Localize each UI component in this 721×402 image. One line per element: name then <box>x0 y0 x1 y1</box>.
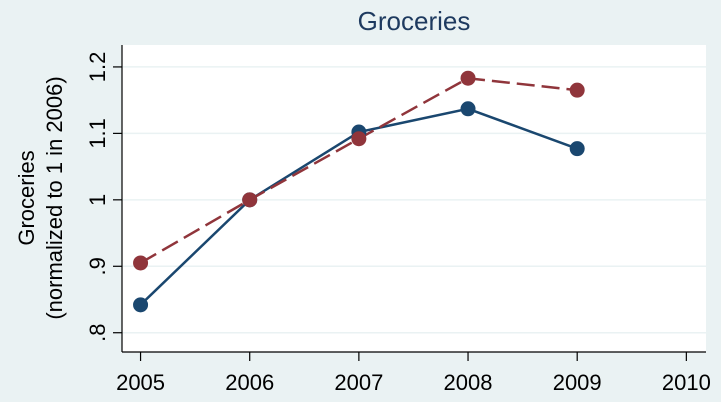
y-tick-label: .8 <box>85 324 110 342</box>
x-tick-label: 2006 <box>225 370 274 395</box>
x-tick-label: 2007 <box>334 370 383 395</box>
x-tick-label: 2008 <box>444 370 493 395</box>
data-point <box>133 297 149 313</box>
y-tick-label: 1.2 <box>85 52 110 83</box>
data-point <box>242 192 258 208</box>
data-point <box>351 131 367 147</box>
x-tick-label: 2009 <box>553 370 602 395</box>
y-axis-label: (normalized to 1 in 2006) <box>42 76 67 319</box>
y-axis-label: Groceries <box>14 150 39 245</box>
data-point <box>133 255 149 271</box>
chart-title: Groceries <box>358 6 471 36</box>
x-tick-label: 2005 <box>116 370 165 395</box>
data-point <box>569 141 585 157</box>
data-point <box>460 70 476 86</box>
y-tick-label: 1 <box>85 194 110 206</box>
data-point <box>460 101 476 117</box>
plot-area <box>122 45 706 352</box>
x-tick-label: 2010 <box>662 370 711 395</box>
y-tick-label: 1.1 <box>85 118 110 149</box>
data-point <box>569 82 585 98</box>
y-tick-label: .9 <box>85 257 110 275</box>
